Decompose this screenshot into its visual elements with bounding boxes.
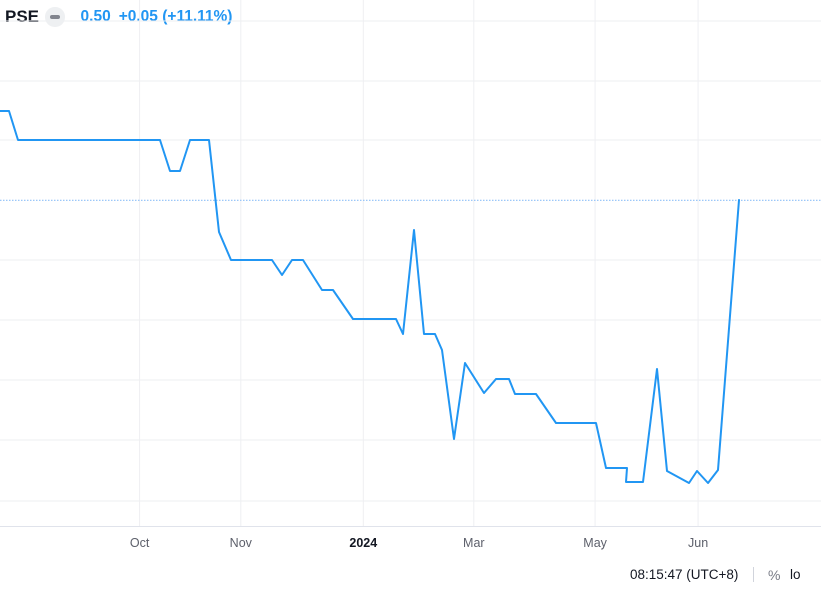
svg-text:2024: 2024 — [349, 536, 377, 550]
svg-text:May: May — [583, 536, 607, 550]
svg-text:Mar: Mar — [463, 536, 485, 550]
svg-text:Nov: Nov — [230, 536, 253, 550]
svg-text:Oct: Oct — [130, 536, 150, 550]
svg-text:Jun: Jun — [688, 536, 708, 550]
